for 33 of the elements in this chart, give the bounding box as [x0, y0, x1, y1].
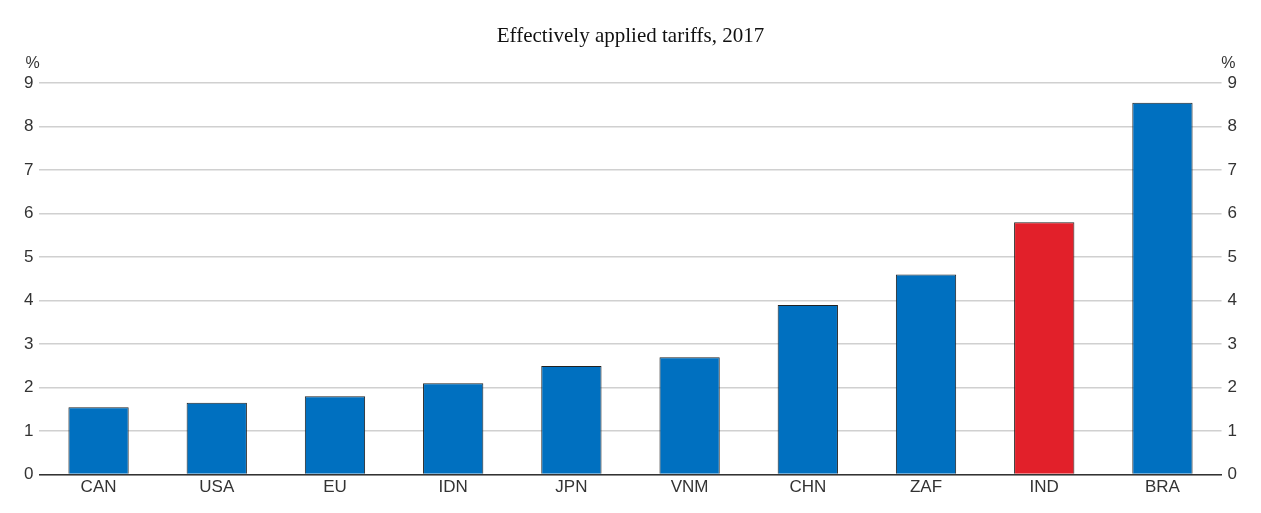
y2-tick-label: 6: [1227, 203, 1238, 223]
y2-tick-label: 3: [1227, 333, 1238, 353]
y2-tick-label: 9: [1227, 72, 1238, 92]
y-tick-label: 7: [23, 159, 34, 179]
y-tick-label: 9: [23, 72, 34, 92]
x-tick-label: CHN: [789, 477, 827, 497]
y-axis-title: %: [25, 53, 40, 71]
x-tick-label: ZAF: [909, 477, 943, 497]
y-tick-label: 5: [23, 246, 34, 266]
chart-title: Effectively applied tariffs, 2017: [496, 23, 765, 48]
x-tick-label: BRA: [1144, 477, 1181, 497]
y-tick-label: 8: [23, 116, 34, 136]
x-tick-label: IDN: [438, 477, 468, 497]
y2-tick-label: 4: [1227, 290, 1238, 310]
y2-tick-label: 8: [1227, 116, 1238, 136]
x-tick-label: JPN: [555, 477, 588, 497]
y2-tick-label: 7: [1227, 159, 1238, 179]
y-tick-label: 1: [23, 420, 34, 440]
y-tick-label: 4: [23, 290, 34, 310]
x-tick-label: VNM: [670, 477, 709, 497]
y-tick-label: 6: [23, 203, 34, 223]
y2-tick-label: 0: [1227, 464, 1238, 484]
x-tick-label: EU: [323, 477, 347, 497]
x-tick-label: CAN: [80, 477, 117, 497]
y2-tick-label: 2: [1227, 377, 1238, 397]
x-tick-label: USA: [199, 477, 235, 497]
y-tick-label: 2: [23, 377, 34, 397]
y2-tick-label: 1: [1227, 420, 1238, 440]
y2-axis-title: %: [1221, 53, 1236, 71]
y-tick-label: 3: [23, 333, 34, 353]
y2-tick-label: 5: [1227, 246, 1238, 266]
y-tick-label: 0: [23, 464, 34, 484]
x-tick-label: IND: [1029, 477, 1059, 497]
